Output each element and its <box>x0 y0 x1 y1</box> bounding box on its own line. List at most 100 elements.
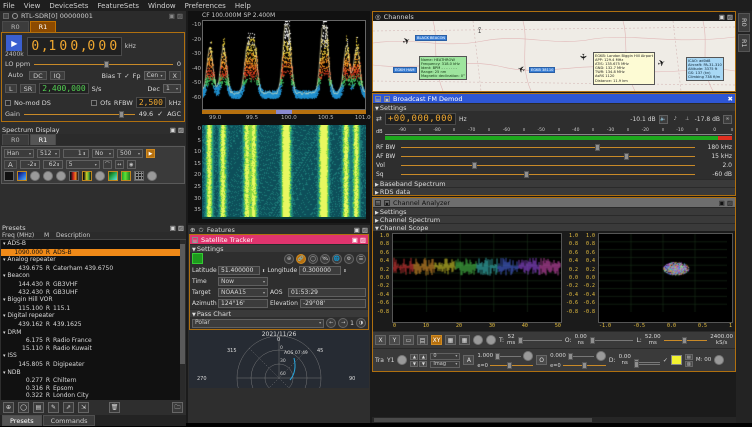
close-icon[interactable]: ▨ <box>362 226 368 234</box>
trace-index-combo[interactable]: 0▾ <box>430 353 460 360</box>
preset-group[interactable]: ▾ Biggin Hill VOR <box>1 296 185 305</box>
add-preset-icon[interactable]: ⊕ <box>3 402 14 413</box>
menu-item-window[interactable]: Window <box>148 2 176 10</box>
trace-o-offset-slider[interactable] <box>563 362 606 369</box>
scope-l-slider[interactable] <box>664 337 708 344</box>
trace-mode-combo[interactable]: Imag▾ <box>430 361 460 368</box>
lo-ppm-handle[interactable] <box>104 61 109 68</box>
scope-t-handle[interactable] <box>518 337 523 344</box>
pass-chart-section[interactable]: ▼Pass Chart <box>190 309 368 317</box>
trace-down-a-icon[interactable]: ▼ <box>410 361 418 367</box>
contrast-icon[interactable]: ◑ <box>356 318 366 328</box>
satellite-settings-section[interactable]: ▼Settings <box>190 244 368 252</box>
fft-size-combo[interactable]: 512▾ <box>37 149 60 158</box>
freq-digit-3[interactable]: 0 <box>69 39 80 54</box>
fm-slider-handle[interactable] <box>524 171 529 178</box>
frequency-bar[interactable] <box>202 110 366 114</box>
ca-channel-scope-section[interactable]: ▼Channel Scope <box>373 223 735 231</box>
preset-group[interactable]: ▾ NDB <box>1 369 185 378</box>
color-black-button[interactable] <box>4 171 14 181</box>
memory-knob[interactable] <box>714 355 724 365</box>
close-icon[interactable]: ▨ <box>178 126 184 134</box>
iq-button[interactable]: IQ <box>50 71 65 80</box>
stereo-icon[interactable]: ∞ <box>723 115 732 124</box>
presets-scrollbar[interactable] <box>180 240 185 400</box>
spectrum-view[interactable]: CF 100.000M SP 2.400M -10-20-30-40-50-60… <box>188 11 370 223</box>
target-combo[interactable]: NOAA15▾ <box>218 288 268 297</box>
spinner-arrows-icon[interactable]: ⬍ <box>83 150 86 158</box>
scope-xy-plot[interactable] <box>598 233 733 323</box>
rds-data-section[interactable]: ▶RDS data <box>373 187 735 195</box>
decimation-combo[interactable]: 1 ▾ <box>163 84 181 93</box>
target-icon[interactable]: ⊕ <box>284 254 294 264</box>
scope-grid-fine-icon[interactable]: ▦ <box>445 335 456 345</box>
freq-digit-4[interactable]: 0 <box>86 39 97 54</box>
fm-slider-handle[interactable] <box>472 162 477 169</box>
refresh-rate-combo[interactable]: 500▾ <box>117 149 143 158</box>
menu-item-help[interactable]: Help <box>235 2 251 10</box>
refresh-preset-icon[interactable]: ◯ <box>18 402 29 413</box>
shrink-icon[interactable]: ▣ <box>170 224 176 232</box>
shrink-icon[interactable]: ▣ <box>170 126 176 134</box>
toggle-5-button[interactable] <box>147 171 157 181</box>
trace-o-knob[interactable] <box>596 351 606 361</box>
spec-tab-r0[interactable]: R0 <box>2 134 29 145</box>
shrink-icon[interactable]: ▣ <box>384 200 390 206</box>
lock-button[interactable]: L <box>5 84 17 93</box>
scope-t-slider[interactable] <box>518 337 562 344</box>
scrollbar-thumb[interactable] <box>374 418 592 422</box>
toggle-1-button[interactable] <box>30 171 40 181</box>
menu-item-file[interactable]: File <box>3 2 15 10</box>
map-tag-egkb[interactable]: EGKB 38110 <box>529 67 555 73</box>
tab-r1[interactable]: R1 <box>30 21 57 32</box>
presets-scrollbar-thumb[interactable] <box>180 244 185 364</box>
power-icon[interactable] <box>12 13 18 19</box>
edit-preset-icon[interactable]: ✎ <box>48 402 59 413</box>
audio-wave-icon[interactable]: ♪ <box>671 115 680 124</box>
close-icon[interactable]: ▨ <box>727 199 733 207</box>
gain-slider[interactable] <box>24 111 135 118</box>
trace-o-handle[interactable] <box>568 353 573 360</box>
scope-o-handle[interactable] <box>590 337 595 344</box>
preset-group[interactable]: ▾ Beacon <box>1 272 185 281</box>
gain-handle[interactable] <box>119 111 124 118</box>
trace-d-handle-2[interactable] <box>634 361 639 368</box>
horizontal-scrollbar[interactable] <box>372 417 736 423</box>
fm-slider-handle[interactable] <box>595 144 600 151</box>
trace-down-b-icon[interactable]: ▼ <box>419 361 427 367</box>
map-tag-egkh[interactable]: EGKH HAM <box>393 67 417 73</box>
scope-xy-button[interactable]: XY <box>431 335 442 345</box>
shrink-icon[interactable]: ▣ <box>719 13 725 21</box>
fm-slider-track-wrap[interactable] <box>401 162 695 169</box>
aircraft-icon[interactable]: ✈ <box>577 53 587 61</box>
start-tracking-button[interactable] <box>192 253 203 264</box>
color-blue-button[interactable] <box>17 171 27 181</box>
feature-star-icon[interactable]: ✩ <box>198 226 203 234</box>
menu-item-preferences[interactable]: Preferences <box>185 2 226 10</box>
fm-slider-track-wrap[interactable] <box>401 144 695 151</box>
toggle-3-button[interactable] <box>56 171 66 181</box>
export-preset-icon[interactable]: ⇗ <box>63 402 74 413</box>
fft-window-combo[interactable]: Han▾ <box>4 149 34 158</box>
shrink-icon[interactable]: ▣ <box>354 226 360 234</box>
ca-settings-section[interactable]: ▶Settings <box>373 207 735 215</box>
tab-presets[interactable]: Presets <box>2 415 42 426</box>
center-mode-combo[interactable]: Cen ▾ <box>144 71 166 80</box>
menu-icon[interactable]: ☰ <box>356 254 366 264</box>
menu-item-devicesets[interactable]: DeviceSets <box>49 2 88 10</box>
grip-icon[interactable]: ▤ <box>375 96 381 102</box>
avg-mode-combo[interactable]: No▾ <box>92 149 114 158</box>
ofs-checkbox[interactable] <box>91 100 97 106</box>
trace-a-offset-handle[interactable] <box>507 362 512 369</box>
scope-x-button[interactable]: X <box>375 335 386 345</box>
prev-pass-icon[interactable]: ← <box>326 318 336 328</box>
sample-rate-value[interactable]: 2,400,000 <box>39 83 88 94</box>
agc-check-icon[interactable]: ✓ <box>157 110 163 118</box>
link-icon[interactable]: 🔗 <box>296 254 306 264</box>
